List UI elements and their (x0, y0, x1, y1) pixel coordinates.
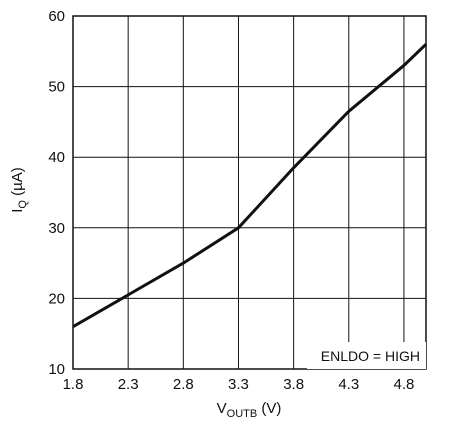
x-axis-title: VOUTB (V) (217, 400, 282, 420)
grid (73, 16, 426, 369)
plot-frame (72, 15, 427, 370)
y-axis-title-main: I (9, 209, 26, 213)
plot-area (73, 16, 426, 369)
y-tick-label: 30 (48, 220, 65, 237)
x-tick-label: 1.8 (63, 376, 84, 393)
y-tick-label: 60 (48, 8, 65, 25)
y-tick-label: 20 (48, 290, 65, 307)
x-tick-label: 3.3 (228, 376, 249, 393)
x-tick-label: 4.8 (394, 376, 415, 393)
x-axis-title-sub: OUTB (227, 408, 258, 420)
y-axis-title-sub: Q (17, 200, 29, 209)
y-tick-labels: 10 20 30 40 50 60 (48, 8, 65, 378)
y-tick-label: 50 (48, 79, 65, 96)
x-tick-labels: 1.8 2.3 2.8 3.3 3.8 4.3 4.8 (63, 376, 415, 393)
y-axis-title-unit: (µA) (9, 167, 26, 200)
x-axis-title-main: V (217, 400, 227, 417)
annotation-box (307, 342, 426, 369)
x-tick-label: 3.8 (283, 376, 304, 393)
x-tick-label: 2.3 (118, 376, 139, 393)
x-tick-label: 2.8 (173, 376, 194, 393)
y-axis-title: IQ (µA) (9, 167, 29, 213)
y-tick-label: 40 (48, 149, 65, 166)
y-tick-label: 10 (48, 361, 65, 378)
x-axis-title-unit: (V) (257, 400, 281, 417)
series-line (72, 43, 428, 328)
x-tick-label: 4.3 (338, 376, 359, 393)
annotation-text: ENLDO = HIGH (321, 348, 420, 364)
